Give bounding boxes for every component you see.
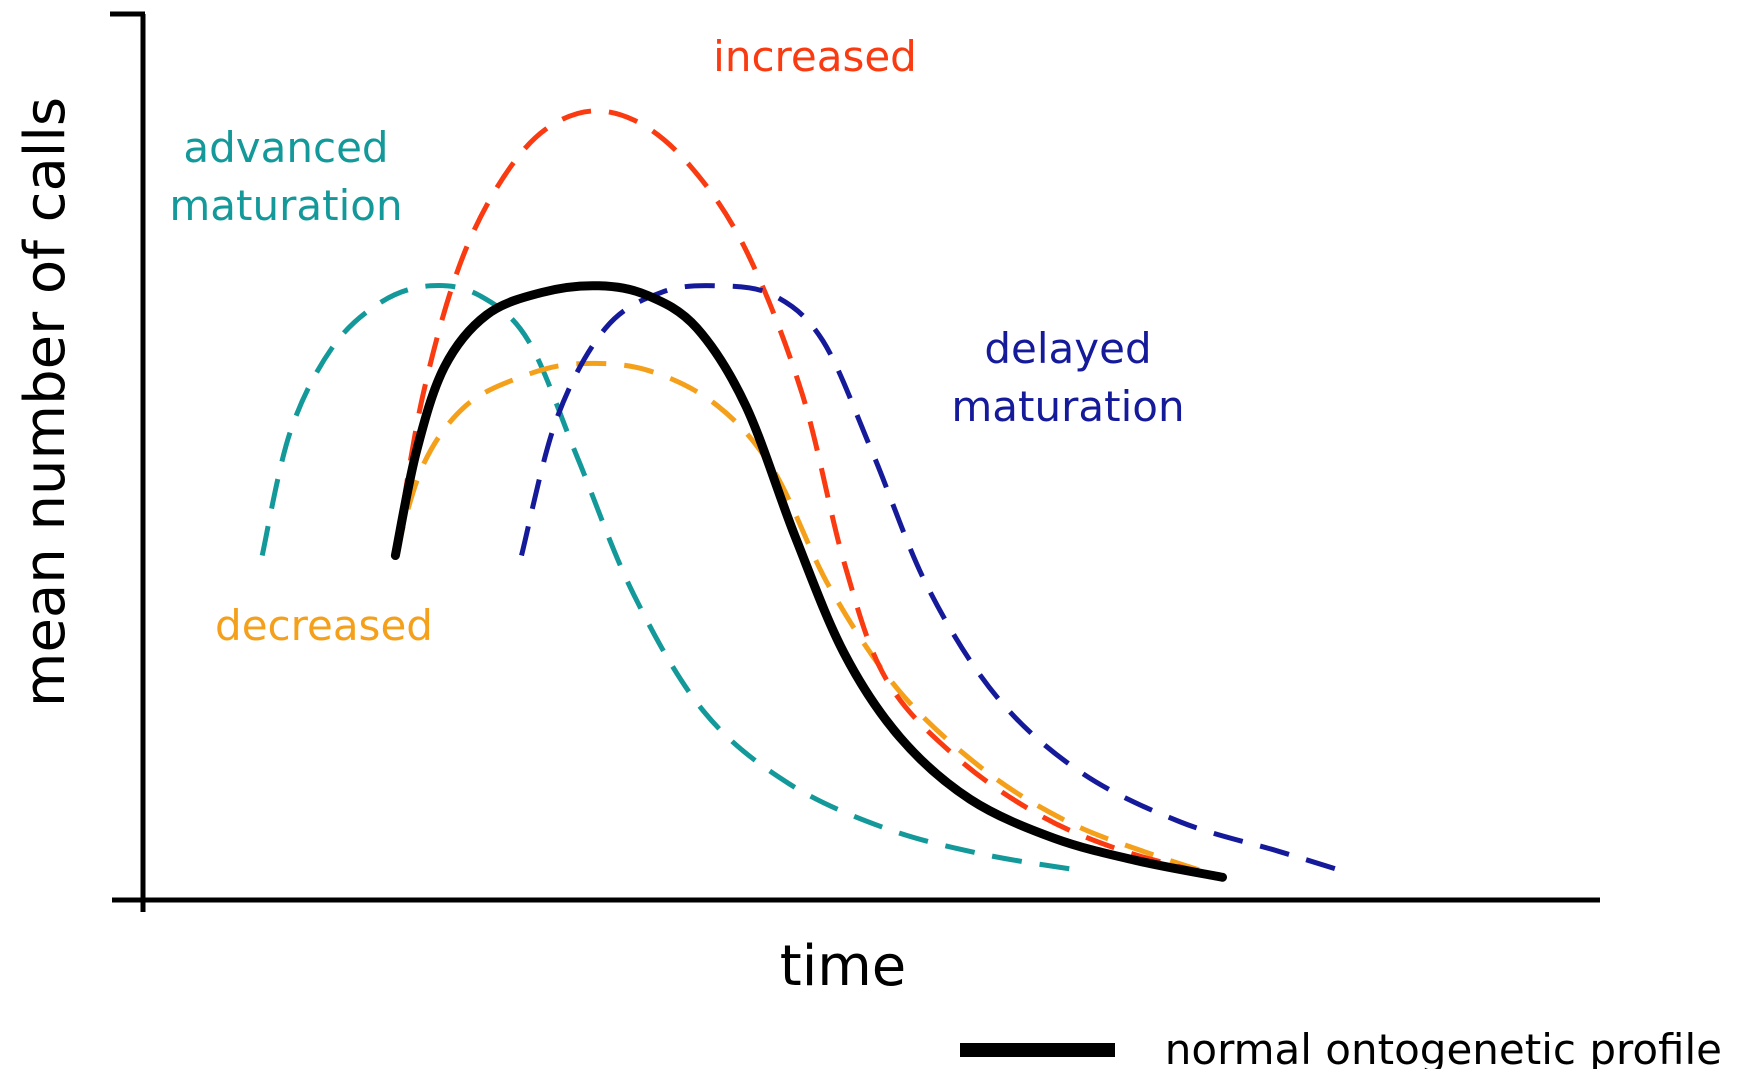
- label-advanced-line1: advanced: [183, 123, 388, 172]
- x-axis-label: time: [780, 934, 907, 999]
- series-line-decreased: [393, 360, 1224, 880]
- y-axis-label: mean number of calls: [13, 97, 78, 707]
- legend-label-normal: normal ontogenetic profile: [1165, 1025, 1722, 1069]
- label-delayed-line2: maturation: [951, 382, 1184, 431]
- series-line-normal: [390, 281, 1227, 882]
- series-line-increased: [392, 108, 1224, 880]
- label-increased: increased: [713, 32, 917, 81]
- legend: normal ontogenetic profile: [960, 1025, 1722, 1069]
- series-layer: [259, 108, 1343, 882]
- label-advanced-line2: maturation: [169, 181, 402, 230]
- series-line-advanced: [259, 283, 1083, 874]
- series-line-delayed: [519, 283, 1343, 874]
- label-decreased: decreased: [215, 601, 433, 650]
- label-delayed-line1: delayed: [984, 324, 1151, 373]
